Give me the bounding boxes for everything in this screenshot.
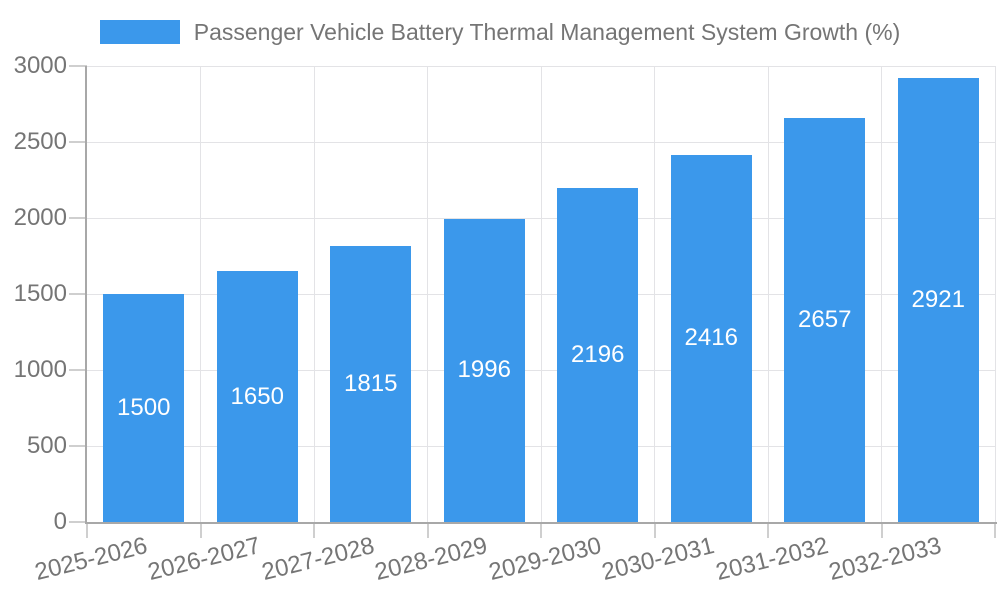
x-tick-label: 2029-2030: [486, 532, 605, 586]
x-tick: [313, 522, 315, 538]
y-axis-line: [85, 66, 87, 524]
x-tick: [86, 522, 88, 538]
v-gridline: [881, 66, 882, 522]
bar: 2657: [784, 118, 866, 522]
v-gridline: [540, 66, 542, 522]
x-tick-label: 2032-2033: [826, 532, 945, 586]
bar-value-label: 1815: [344, 370, 398, 398]
bar-value-label: 2657: [798, 306, 852, 334]
bar-value-label: 1500: [117, 394, 171, 421]
x-tick-label: 2027-2028: [259, 532, 378, 586]
bar-value-label: 2196: [571, 341, 625, 369]
v-gridline: [994, 66, 996, 522]
x-axis-line: [85, 522, 997, 524]
y-tick: [69, 369, 87, 371]
y-tick-label: 2000: [13, 204, 67, 231]
bar: 1500: [103, 294, 185, 522]
x-tick: [426, 522, 429, 538]
x-tick-label: 2026-2027: [145, 532, 264, 586]
y-tick-label: 1000: [13, 356, 67, 383]
x-tick: [880, 522, 883, 538]
x-tick-label: 2031-2032: [713, 532, 832, 586]
x-tick-label: 2030-2031: [599, 532, 718, 586]
y-tick: [69, 521, 87, 523]
x-tick-label: 2025-2026: [32, 532, 151, 586]
bar: 1815: [330, 246, 412, 522]
y-tick: [69, 65, 87, 67]
x-tick: [767, 522, 769, 538]
bar-value-label: 2416: [684, 324, 738, 352]
x-tick: [653, 522, 656, 538]
y-tick-label: 1500: [13, 280, 67, 307]
y-tick: [69, 445, 87, 447]
y-tick: [69, 293, 87, 295]
legend-label: Passenger Vehicle Battery Thermal Manage…: [193, 18, 901, 45]
v-gridline: [313, 66, 315, 522]
y-tick: [69, 217, 87, 219]
v-gridline: [767, 66, 769, 522]
chart-legend: Passenger Vehicle Battery Thermal Manage…: [0, 18, 1000, 46]
v-gridline: [654, 66, 655, 522]
y-tick-label: 0: [53, 508, 67, 535]
bar: 2921: [897, 78, 979, 522]
x-tick: [540, 522, 542, 538]
legend-swatch: [99, 20, 180, 44]
bar: 2416: [670, 154, 752, 522]
bar-value-label: 1650: [230, 382, 284, 410]
y-tick-label: 2500: [13, 128, 67, 155]
v-gridline: [200, 66, 201, 522]
x-tick: [994, 522, 996, 538]
bar-value-label: 2921: [911, 285, 965, 313]
bar: 2196: [557, 188, 639, 522]
bar: 1650: [216, 271, 298, 522]
y-tick: [69, 141, 87, 143]
v-gridline: [427, 66, 428, 522]
x-tick-label: 2028-2029: [372, 532, 491, 586]
bar: 1996: [443, 218, 525, 522]
y-tick-label: 500: [26, 432, 67, 459]
x-tick: [199, 522, 202, 538]
y-tick-label: 3000: [13, 52, 67, 79]
bar-value-label: 1996: [457, 356, 511, 384]
